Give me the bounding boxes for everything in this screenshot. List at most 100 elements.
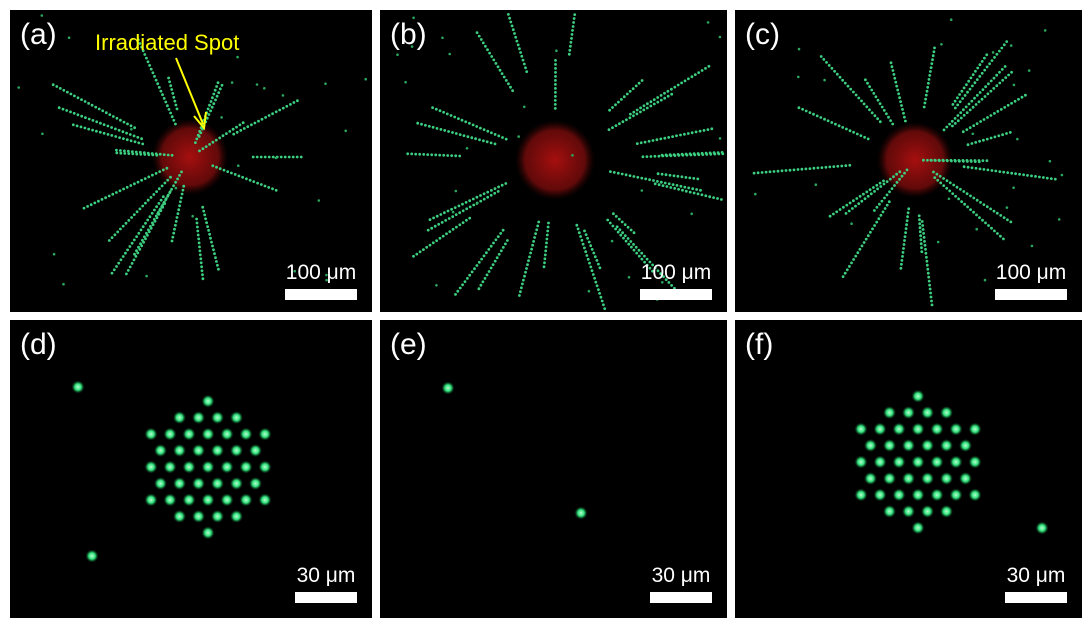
particle [863, 136, 866, 139]
particle [993, 77, 996, 80]
particle [127, 150, 130, 153]
particle [1003, 43, 1006, 46]
particle [959, 188, 962, 191]
particle [218, 137, 221, 140]
particle [268, 114, 271, 117]
particle [926, 260, 929, 263]
particle [876, 117, 879, 120]
particle [97, 200, 100, 203]
particle [852, 258, 855, 261]
particle [701, 153, 704, 156]
particle [264, 185, 267, 188]
particle [126, 138, 129, 141]
particle [1001, 68, 1004, 71]
particle [839, 208, 842, 211]
particle [125, 273, 128, 276]
particle [446, 113, 449, 116]
particle [1021, 96, 1024, 99]
particle [633, 249, 636, 252]
particle [238, 175, 241, 178]
particle [986, 116, 989, 119]
particle [945, 187, 948, 190]
particle [817, 167, 820, 170]
particle [857, 97, 860, 100]
particle [533, 236, 536, 239]
particle [1024, 94, 1027, 97]
particle [626, 93, 629, 96]
particle [482, 42, 485, 45]
particle [928, 74, 931, 77]
particle [522, 59, 525, 62]
particle [587, 258, 590, 261]
particle [663, 92, 666, 95]
particle [468, 217, 471, 220]
particle [163, 201, 166, 204]
particle [135, 235, 138, 238]
particle [501, 72, 504, 75]
particle [153, 218, 156, 221]
particle [172, 96, 175, 99]
particle [598, 292, 601, 295]
annotation: Irradiated Spot [95, 30, 239, 55]
particle [686, 154, 689, 157]
particle [113, 268, 116, 271]
particle [708, 195, 711, 198]
particle [451, 131, 454, 134]
particle [856, 251, 859, 254]
bead [883, 439, 896, 452]
particle [859, 195, 862, 198]
particle [216, 95, 219, 98]
particle [414, 153, 417, 156]
bead [442, 382, 455, 395]
particle [133, 213, 136, 216]
particle [797, 168, 800, 171]
particle [974, 141, 977, 144]
particle [459, 133, 462, 136]
particle [554, 107, 557, 110]
particle [602, 303, 605, 306]
particle [954, 122, 957, 125]
particle [436, 215, 439, 218]
particle [710, 127, 713, 130]
particle [422, 153, 425, 156]
particle [650, 100, 653, 103]
particle [127, 269, 130, 272]
particle [119, 152, 122, 155]
particle [495, 62, 498, 65]
particle [999, 214, 1002, 217]
particle [112, 115, 115, 118]
particle [118, 129, 121, 132]
particle [1028, 69, 1031, 72]
particle [555, 49, 558, 52]
particle [211, 245, 214, 248]
particle [147, 229, 150, 232]
particle [209, 110, 212, 113]
particle [859, 248, 862, 251]
particle [17, 86, 20, 89]
particle [87, 102, 90, 105]
particle [179, 200, 182, 203]
particle [609, 170, 612, 173]
particle [490, 194, 493, 197]
bead [145, 493, 158, 506]
particle [707, 21, 710, 24]
particle [1010, 172, 1013, 175]
particle [827, 119, 830, 122]
particle [893, 73, 896, 76]
particle [129, 266, 132, 269]
particle [525, 70, 528, 73]
bead [855, 423, 868, 436]
particle [420, 123, 423, 126]
particle [697, 153, 700, 156]
particle [906, 219, 909, 222]
particle [439, 109, 442, 112]
particle [196, 230, 199, 233]
particle [948, 198, 951, 201]
particle [640, 141, 643, 144]
particle [922, 232, 925, 235]
particle [987, 82, 990, 85]
particle [478, 138, 481, 141]
particle [982, 88, 985, 91]
particle [641, 79, 644, 82]
particle [202, 277, 205, 280]
